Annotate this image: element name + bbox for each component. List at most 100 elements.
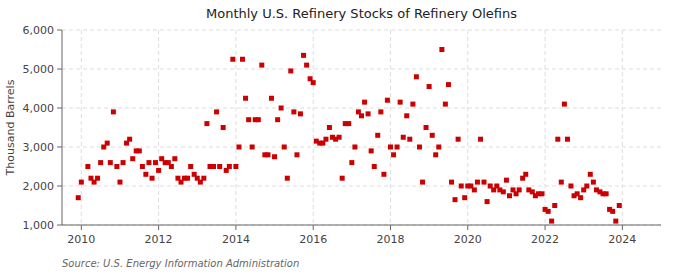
grid-line-x (467, 30, 468, 225)
point (111, 109, 116, 114)
point (230, 57, 235, 62)
grid-line-y (62, 225, 661, 226)
point (265, 152, 270, 157)
point (127, 137, 132, 142)
point (201, 176, 206, 181)
background (0, 0, 675, 275)
point (169, 164, 174, 169)
point (146, 160, 151, 165)
point (282, 145, 287, 150)
grid-line-x (390, 30, 391, 225)
grid-line-x (622, 30, 623, 225)
point (172, 156, 177, 161)
point (398, 100, 403, 105)
x-tick-label: 2010 (67, 233, 95, 246)
y-tick (57, 30, 62, 31)
point (568, 184, 573, 189)
point (584, 184, 589, 189)
point (243, 96, 248, 101)
point (546, 209, 551, 214)
point (288, 68, 293, 73)
point (240, 57, 245, 62)
point (150, 176, 155, 181)
y-tick (57, 225, 62, 226)
point (121, 160, 126, 165)
point (340, 176, 345, 181)
point (378, 109, 383, 114)
point (346, 121, 351, 126)
point (404, 113, 409, 118)
point (485, 199, 490, 204)
x-tick-label: 2014 (222, 233, 250, 246)
x-tick-label: 2022 (531, 233, 559, 246)
y-axis-line (62, 30, 63, 225)
point (391, 152, 396, 157)
point (501, 189, 506, 194)
point (456, 137, 461, 142)
point (130, 156, 135, 161)
point (359, 113, 364, 118)
point (482, 180, 487, 185)
point (539, 191, 544, 196)
point (221, 125, 226, 130)
grid-line-y (62, 69, 661, 70)
point (369, 148, 374, 153)
point (433, 152, 438, 157)
grid-line-y (62, 108, 661, 109)
y-tick-label: 2,000 (23, 180, 55, 193)
point (250, 145, 255, 150)
point (85, 164, 90, 169)
point (504, 178, 509, 183)
x-tick-label: 2020 (454, 233, 482, 246)
point (362, 100, 367, 105)
point (439, 47, 444, 52)
point (246, 117, 251, 122)
y-tick (57, 186, 62, 187)
point (443, 102, 448, 107)
x-tick (235, 225, 236, 230)
point (227, 164, 232, 169)
point (604, 191, 609, 196)
y-tick-label: 4,000 (23, 102, 55, 115)
point (211, 164, 216, 169)
point (294, 152, 299, 157)
point (256, 117, 261, 122)
point (446, 82, 451, 87)
x-tick (545, 225, 546, 230)
point (114, 164, 119, 169)
point (105, 141, 110, 146)
point (562, 102, 567, 107)
point (79, 180, 84, 185)
point (507, 193, 512, 198)
point (95, 176, 100, 181)
point (613, 219, 618, 224)
point (137, 148, 142, 153)
grid-line-x (313, 30, 314, 225)
point (236, 145, 241, 150)
point (349, 160, 354, 165)
point (140, 164, 145, 169)
point (407, 137, 412, 142)
point (478, 137, 483, 142)
x-tick (390, 225, 391, 230)
point (304, 63, 309, 68)
point (436, 145, 441, 150)
point (517, 187, 522, 192)
point (185, 176, 190, 181)
point (395, 145, 400, 150)
chart: Monthly U.S. Refinery Stocks of Refinery… (0, 0, 675, 275)
grid-line-y (62, 147, 661, 148)
x-tick-label: 2012 (145, 233, 173, 246)
grid (62, 30, 661, 225)
point (555, 137, 560, 142)
point (375, 133, 380, 138)
point (291, 109, 296, 114)
point (285, 176, 290, 181)
point (233, 164, 238, 169)
y-tick-label: 1,000 (23, 219, 55, 232)
point (214, 109, 219, 114)
y-tick (57, 147, 62, 148)
point (401, 135, 406, 140)
point (311, 80, 316, 85)
point (372, 164, 377, 169)
